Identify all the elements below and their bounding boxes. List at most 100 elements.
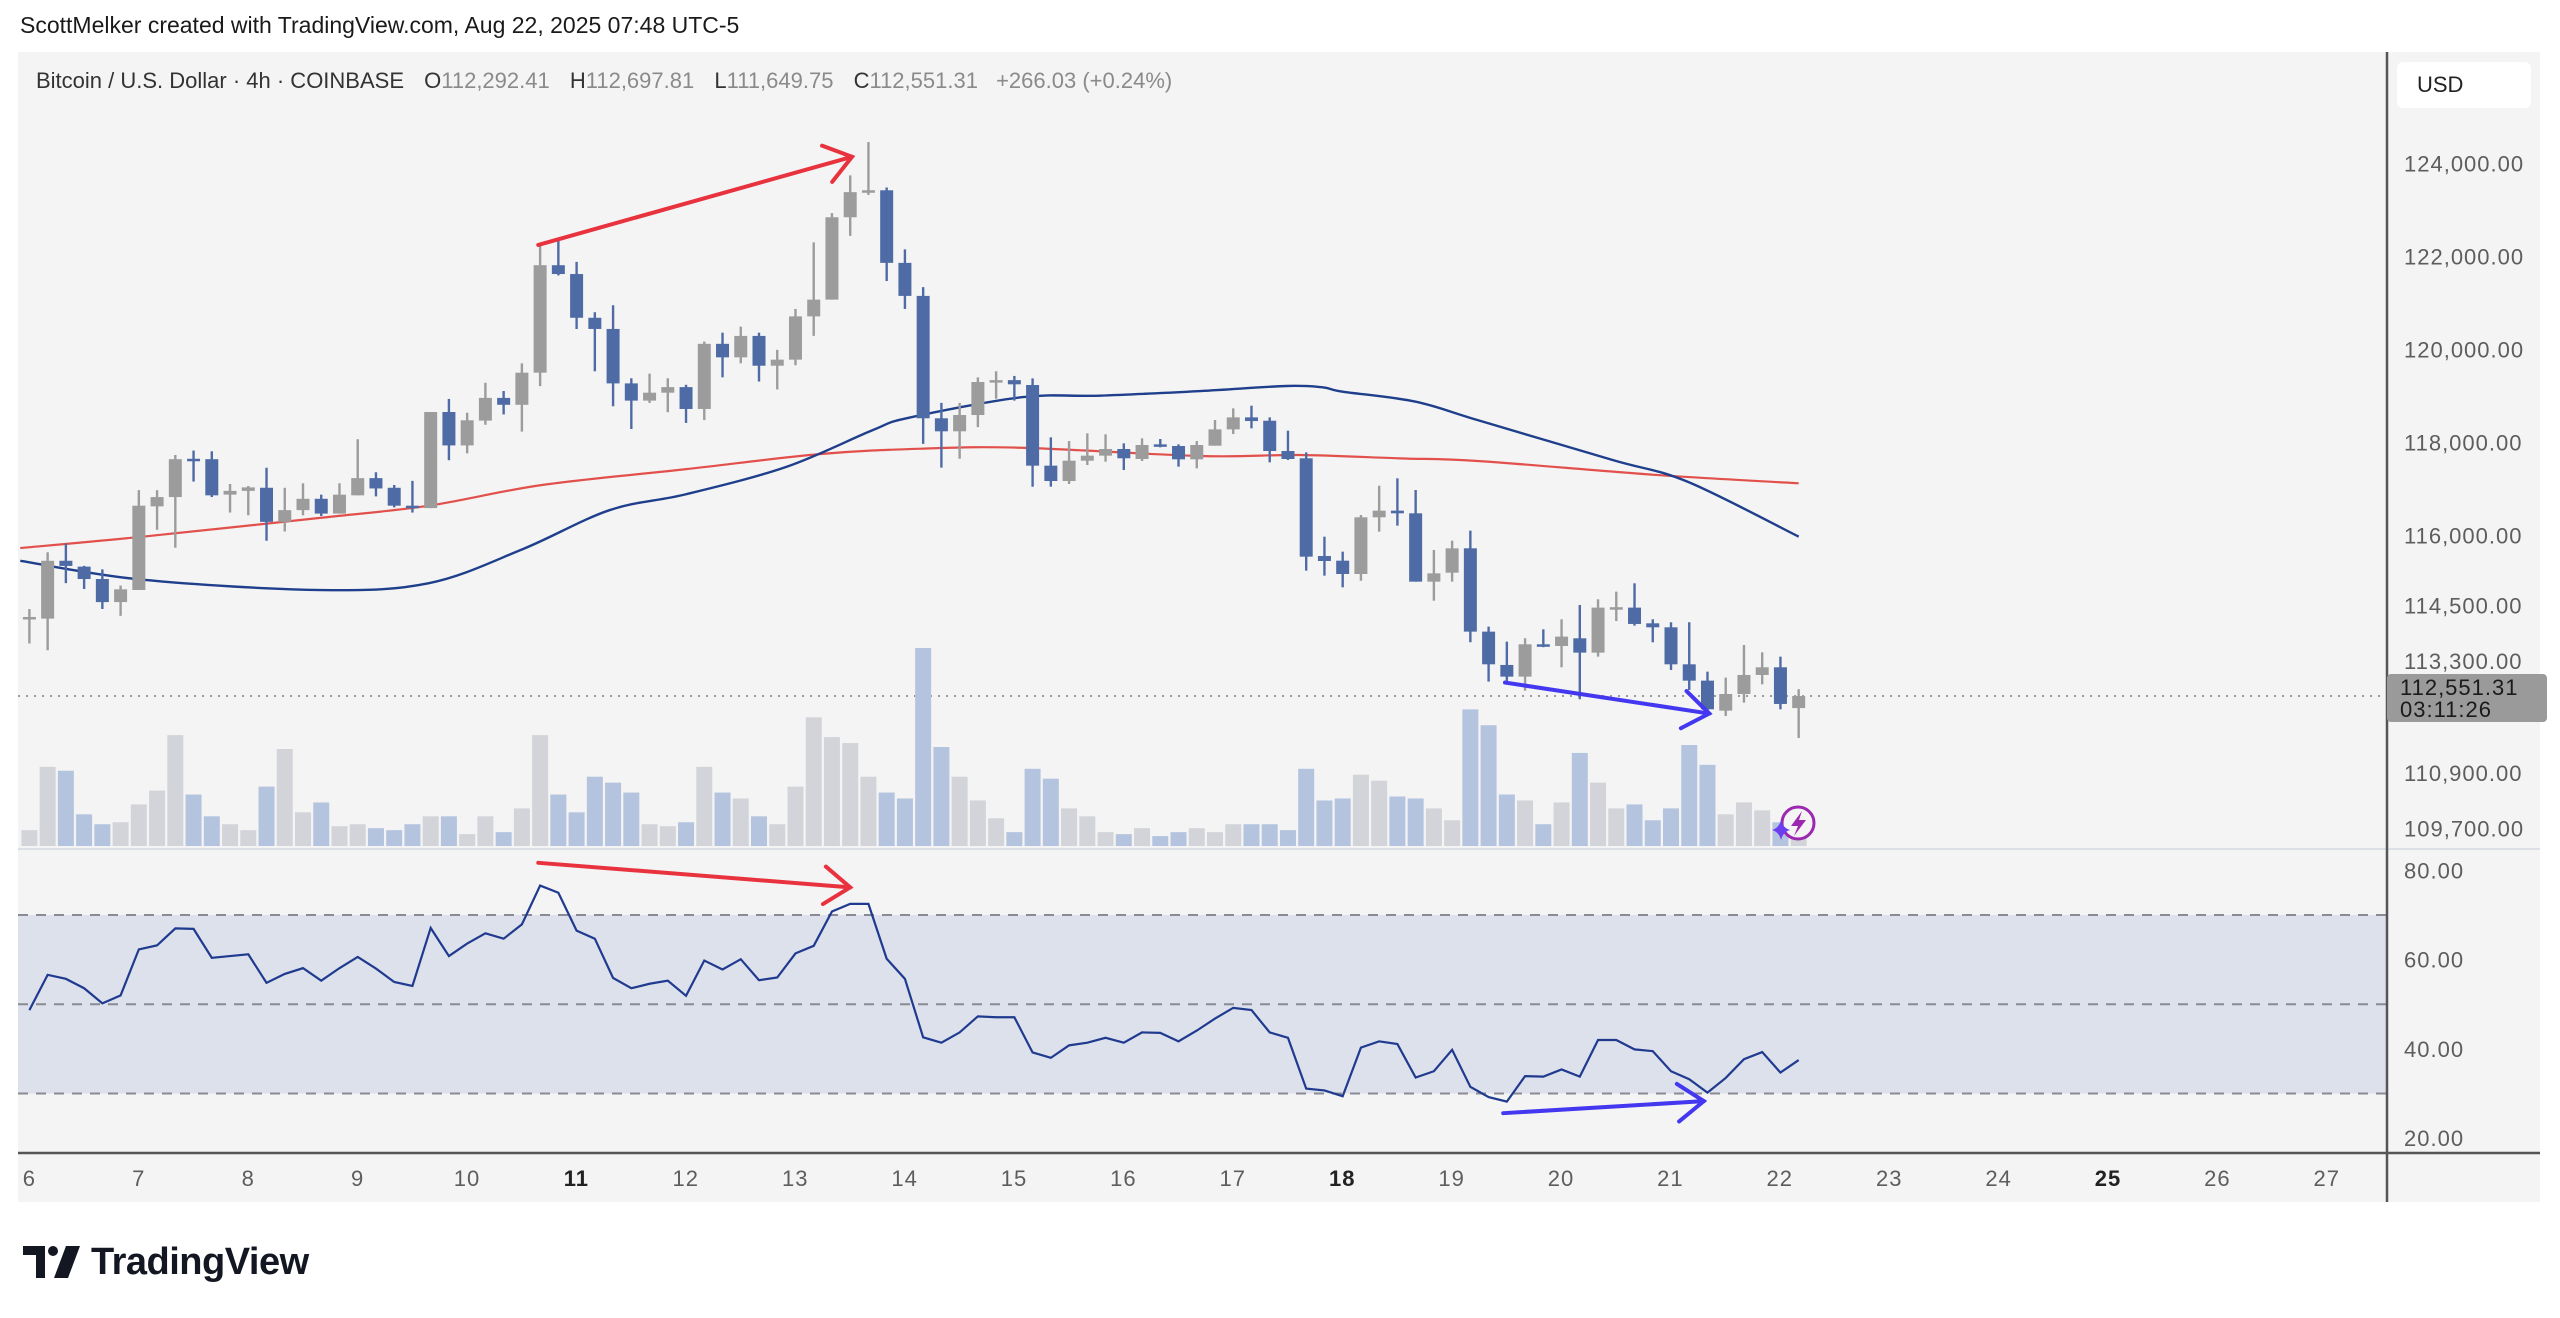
arrow-line — [1503, 680, 1712, 716]
volume-bar — [805, 717, 822, 846]
candle-body — [478, 397, 492, 421]
change-value: +266.03 (+0.24%) — [996, 68, 1173, 93]
volume-bar — [951, 776, 968, 846]
open-value: 112,292.41 — [441, 68, 550, 93]
volume-bar — [568, 812, 585, 846]
volume-bar — [1553, 802, 1570, 846]
trend-arrow-blue[interactable] — [1501, 1081, 1708, 1124]
price-axis-label: 124,000.00 — [2404, 151, 2524, 176]
volume-bar — [495, 832, 512, 846]
volume-bar — [404, 824, 421, 846]
time-axis-label: 17 — [1220, 1166, 1246, 1191]
logo-text: TradingView — [91, 1240, 309, 1283]
candle-body — [1372, 510, 1386, 518]
time-axis-label: 23 — [1876, 1166, 1902, 1191]
time-axis-label: 15 — [1001, 1166, 1027, 1191]
candle-body — [296, 498, 310, 511]
volume-bar — [1480, 725, 1497, 846]
volume-bar — [1425, 808, 1442, 846]
volume-bar — [1681, 745, 1698, 846]
candles — [22, 142, 1806, 738]
trend-arrow-red[interactable] — [536, 143, 856, 247]
volume-bar — [367, 828, 384, 846]
volume-bar — [331, 826, 348, 846]
volume-bar — [203, 816, 220, 846]
volume-bar — [295, 812, 311, 846]
candle-body — [1336, 560, 1350, 574]
candle-body — [679, 387, 693, 409]
volume-bar — [988, 818, 1005, 846]
candle-body — [1555, 636, 1569, 646]
volume-bar — [1717, 814, 1734, 846]
symbol-title[interactable]: Bitcoin / U.S. Dollar · 4h · COINBASE — [36, 68, 404, 93]
arrow-head — [820, 143, 856, 184]
time-axis-label: 16 — [1110, 1166, 1136, 1191]
candle-body — [1208, 429, 1222, 446]
time-axis-label: 7 — [132, 1166, 145, 1191]
volume-bar — [678, 822, 695, 846]
candle-body — [114, 589, 128, 603]
volume-bar — [896, 798, 913, 846]
time-axis-label: 14 — [891, 1166, 917, 1191]
candle-body — [460, 420, 474, 446]
volume-bar — [1444, 820, 1461, 846]
time-axis-label: 20 — [1548, 1166, 1574, 1191]
volume-bar — [1152, 836, 1169, 846]
time-axis-label: 10 — [454, 1166, 480, 1191]
candle-body — [1536, 644, 1550, 647]
assistant-button[interactable] — [1772, 805, 1816, 841]
volume-bar — [641, 824, 658, 846]
time-axis-label: 21 — [1657, 1166, 1683, 1191]
candle-body — [880, 190, 894, 263]
moving-average-blue — [20, 384, 1800, 592]
price-axis-label: 113,300.00 — [2404, 649, 2522, 674]
volume-bar — [1170, 832, 1187, 846]
volume-bar — [1097, 832, 1114, 846]
volume-bar — [1316, 800, 1333, 846]
volume-bar — [1699, 764, 1716, 846]
volume-bar — [933, 747, 950, 846]
tradingview-logo[interactable]: TradingView — [23, 1240, 309, 1284]
rsi-axis-label: 80.00 — [2404, 858, 2464, 883]
rsi-axis-label: 40.00 — [2404, 1037, 2464, 1062]
candle-body — [132, 505, 146, 590]
time-axis-label: 12 — [673, 1166, 699, 1191]
candle-body — [1445, 548, 1459, 573]
time-axis-label: 24 — [1985, 1166, 2011, 1191]
arrow-line — [1501, 1099, 1706, 1116]
volume-bar — [1079, 816, 1096, 846]
volume-bar — [1371, 780, 1388, 846]
candle-body — [1737, 674, 1751, 694]
candle-body — [1226, 417, 1240, 430]
chart-attribution: ScottMelker created with TradingView.com… — [20, 12, 740, 38]
volume-bar — [1188, 828, 1205, 846]
candle-body — [1099, 448, 1113, 456]
candle-body — [1409, 513, 1423, 582]
candle-countdown: 03:11:26 — [2400, 697, 2492, 722]
candle-body — [1518, 644, 1532, 677]
price-axis-label: 122,000.00 — [2404, 244, 2524, 269]
volume-bar — [1352, 774, 1369, 846]
currency-button[interactable]: USD — [2397, 62, 2531, 108]
candle-body — [661, 387, 675, 393]
time-axis-label: 19 — [1438, 1166, 1464, 1191]
volume-bar — [149, 790, 166, 846]
candle-body — [1244, 417, 1258, 422]
trend-arrow-blue[interactable] — [1503, 680, 1713, 731]
volume-bar — [1754, 810, 1771, 846]
candle-body — [734, 335, 748, 358]
trend-arrow-red[interactable] — [536, 860, 854, 907]
time-axis-label: 8 — [242, 1166, 255, 1191]
volume-bar — [240, 830, 257, 846]
volume-bar — [1608, 808, 1625, 846]
price-axis-label: 118,000.00 — [2404, 430, 2522, 455]
volume-bar — [878, 792, 895, 846]
candle-body — [624, 383, 638, 401]
volume-bar — [751, 816, 767, 846]
candle-body — [1281, 451, 1295, 460]
time-axis-label: 13 — [782, 1166, 808, 1191]
candle-body — [898, 262, 912, 296]
rsi-axis-label: 20.00 — [2404, 1126, 2464, 1151]
arrow-line — [536, 154, 855, 247]
